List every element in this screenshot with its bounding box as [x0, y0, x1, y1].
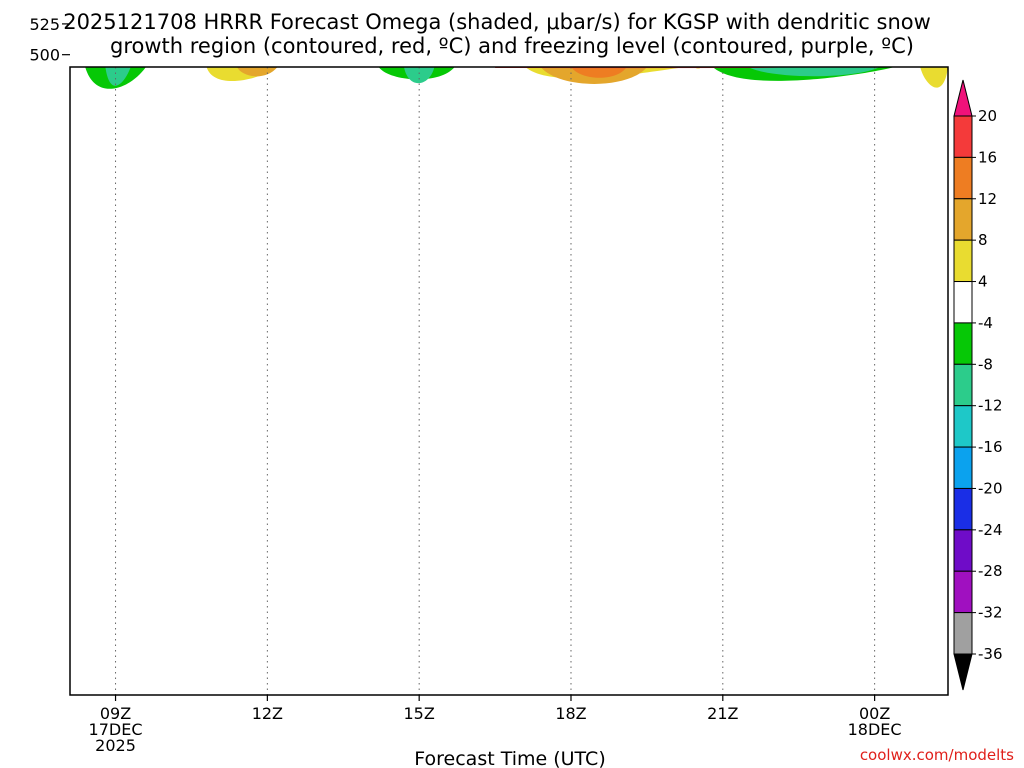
- axes: 5005255505756006256506757007257507758008…: [29, 0, 901, 755]
- plot-frame: [69, 66, 949, 696]
- x-tick-label-18Z-0: 18Z: [555, 704, 586, 723]
- x-axis-label: Forecast Time (UTC): [414, 748, 605, 768]
- x-tick-label-00Z-1: 18DEC: [848, 720, 902, 739]
- colorbar-box-12: [953, 612, 973, 655]
- dgz-line-1: [495, 67, 790, 69]
- x-tick-label-09Z-0: 09Z: [100, 704, 131, 723]
- colorbar-box-4: [953, 281, 973, 324]
- x-tick-label-21Z-0: 21Z: [707, 704, 738, 723]
- y-tick-label-550: 550: [29, 0, 60, 3]
- colorbar-label-8: -16: [978, 438, 1003, 456]
- colorbar-box-10: [953, 529, 973, 572]
- colorbar: 20 16 12 8 4 -4 -8 -12 -16 -20 -24 -28 -32 -36: [953, 79, 1003, 691]
- omega-region-8: [571, 67, 627, 78]
- y-tick-label-525: 525: [29, 15, 60, 34]
- colorbar-box-3: [953, 239, 973, 283]
- omega-region-5: [404, 67, 435, 84]
- colorbar-top-triangle: [953, 79, 973, 117]
- colorbar-bottom-triangle: [953, 653, 973, 691]
- omega-region-1: [105, 67, 131, 86]
- colorbar-label-0: 20: [978, 107, 997, 125]
- colorbar-label-10: -24: [978, 521, 1003, 539]
- x-tick-label-15Z-0: 15Z: [404, 704, 435, 723]
- colorbar-box-6: [953, 363, 973, 407]
- omega-shading: [85, 67, 948, 89]
- colorbar-label-2: 12: [978, 190, 997, 208]
- credit-text: coolwx.com/modelts: [860, 746, 1014, 764]
- colorbar-label-7: -12: [978, 397, 1003, 415]
- x-tick-label-09Z-1: 17DEC: [89, 720, 143, 739]
- colorbar-label-1: 16: [978, 148, 997, 166]
- colorbar-box-5: [953, 322, 973, 365]
- colorbar-label-3: 8: [978, 231, 988, 249]
- colorbar-box-1: [953, 156, 973, 200]
- colorbar-box-8: [953, 446, 973, 489]
- x-tick-label-00Z-0: 00Z: [859, 704, 890, 723]
- chart-title-line1: 2025121708 HRRR Forecast Omega (shaded, …: [63, 10, 931, 34]
- omega-region-10: [748, 67, 880, 77]
- chart-title-line2: growth region (contoured, red, ºC) and f…: [110, 34, 914, 58]
- omega-region-11: [920, 67, 948, 88]
- colorbar-box-9: [953, 487, 973, 531]
- colorbar-box-11: [953, 570, 973, 614]
- colorbar-box-2: [953, 198, 973, 241]
- colorbar-label-13: -36: [978, 645, 1003, 663]
- grid-lines: [115, 67, 876, 695]
- x-tick-label-09Z-2: 2025: [95, 736, 136, 755]
- colorbar-box-7: [953, 405, 973, 448]
- y-tick-label-500: 500: [29, 46, 60, 65]
- colorbar-label-4: 4: [978, 273, 988, 291]
- colorbar-label-9: -20: [978, 479, 1003, 497]
- colorbar-label-6: -8: [978, 355, 993, 373]
- colorbar-box-0: [953, 115, 973, 158]
- colorbar-label-11: -28: [978, 562, 1003, 580]
- colorbar-label-5: -4: [978, 314, 993, 332]
- x-tick-label-12Z-0: 12Z: [252, 704, 283, 723]
- colorbar-label-12: -32: [978, 604, 1003, 622]
